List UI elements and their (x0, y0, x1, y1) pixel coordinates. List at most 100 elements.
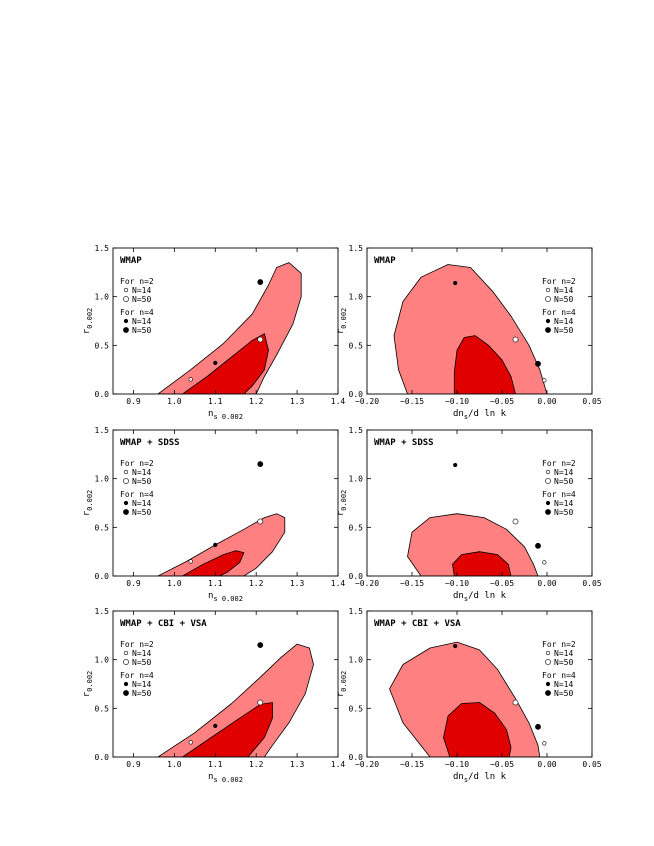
data-point (188, 377, 193, 382)
legend-group-title: For n=4 (542, 671, 576, 680)
x-tick-label: 1.2 (249, 760, 264, 769)
legend-group-title: For n=2 (542, 277, 576, 286)
y-tick-label: 1.0 (349, 475, 364, 484)
x-tick-label: 0.05 (582, 579, 601, 588)
legend-entry: N=14 (132, 649, 151, 658)
y-axis-label: r0.002 (336, 671, 348, 698)
x-tick-label: −0.05 (490, 579, 514, 588)
legend-marker (123, 500, 129, 506)
y-axis-label: r0.002 (82, 490, 94, 517)
x-tick-label: 0.00 (537, 397, 556, 406)
legend-entry: N=50 (554, 658, 573, 667)
plot-frame (366, 247, 593, 395)
x-tick-label: 1.1 (208, 760, 223, 769)
x-tick-label: 1.3 (290, 397, 305, 406)
panel-title: WMAP + CBI + VSA (120, 619, 207, 629)
legend-marker (545, 690, 551, 696)
x-axis-label-sub: s 0.002 (213, 413, 243, 421)
legend-entry: N=50 (554, 326, 573, 335)
legend-entry: N=14 (554, 468, 573, 477)
y-tick-label: 1.0 (349, 656, 364, 665)
data-point (257, 642, 264, 648)
x-axis-label-main: n (208, 591, 213, 601)
y-tick-label: 0.0 (95, 390, 110, 399)
x-tick-label: 1.0 (167, 579, 182, 588)
x-tick-label: 0.05 (582, 397, 601, 406)
legend-group-title: For n=2 (120, 459, 154, 468)
panel-title: WMAP + SDSS (374, 438, 434, 448)
panel-title: WMAP + SDSS (120, 438, 180, 448)
data-point (535, 723, 541, 730)
x-axis-label-sub: s (464, 776, 468, 784)
contour-inner (443, 702, 512, 757)
data-point (535, 360, 541, 367)
plot-frame (366, 429, 593, 577)
x-tick-label: 0.9 (126, 579, 141, 588)
y-axis-label: r0.002 (82, 671, 94, 698)
data-point (542, 560, 547, 565)
legend-entry: N=14 (132, 468, 151, 477)
legend-marker (123, 681, 129, 687)
y-axis-label: r0.002 (82, 308, 94, 335)
legend-entry: N=14 (554, 317, 573, 326)
legend-marker (545, 478, 551, 484)
x-axis-label: dns/d ln k (453, 409, 507, 421)
data-point (188, 740, 193, 745)
legend-entry: N=14 (554, 499, 573, 508)
panel-p1: 0.9 1.0 1.1 1.2 1.3 1.40.00.51.01.5ns 0.002r0… (82, 244, 345, 421)
legend-marker (123, 659, 129, 665)
legend-entry: N=14 (132, 499, 151, 508)
x-tick-label: 1.4 (331, 397, 346, 406)
y-axis-label-sub: 0.002 (86, 490, 94, 511)
data-point (512, 336, 519, 343)
legend-group-title: For n=4 (542, 308, 576, 317)
legend-marker (123, 509, 129, 515)
contour-outer (407, 513, 539, 576)
data-point (512, 699, 519, 706)
legend-group-title: For n=4 (120, 308, 154, 317)
y-axis-label-main: r (336, 510, 346, 516)
legend-entry: N=50 (554, 689, 573, 698)
x-axis-label-sub: s 0.002 (213, 776, 243, 784)
panel-p3: 0.9 1.0 1.1 1.2 1.3 1.40.00.51.01.5ns 0.002r0… (82, 426, 345, 603)
y-axis-label-main: r (82, 691, 92, 697)
contour-inner (182, 550, 245, 576)
x-tick-label: −0.10 (445, 579, 469, 588)
legend-entry: N=50 (132, 658, 151, 667)
data-point (453, 462, 458, 468)
x-tick-label: 1.0 (167, 397, 182, 406)
data-point (213, 542, 218, 547)
legend-entry: N=14 (132, 680, 151, 689)
legend-marker (545, 327, 551, 333)
contour-inner (182, 702, 273, 757)
legend-entry: N=14 (132, 317, 151, 326)
x-tick-label: −0.10 (445, 397, 469, 406)
contour-outer (157, 643, 314, 757)
y-tick-label: 1.5 (349, 607, 364, 616)
legend-entry: N=50 (554, 295, 573, 304)
legend-marker (545, 469, 551, 475)
legend-marker (123, 690, 129, 696)
data-point (542, 741, 547, 746)
x-axis-label-tail: /d ln k (468, 591, 507, 601)
legend-marker (545, 509, 551, 515)
x-tick-label: −0.20 (355, 760, 379, 769)
legend-entry: N=14 (132, 286, 151, 295)
y-axis-label-sub: 0.002 (86, 308, 94, 329)
data-point (257, 518, 264, 525)
x-tick-label: 1.1 (208, 579, 223, 588)
y-axis-label-main: r (82, 328, 92, 334)
contour-inner (452, 551, 512, 576)
x-axis-label-main: dn (453, 591, 464, 601)
y-axis-label-sub: 0.002 (340, 490, 348, 511)
x-axis-label-tail: /d ln k (468, 409, 507, 419)
legend-entry: N=14 (554, 680, 573, 689)
data-point (257, 279, 264, 285)
legend-entry: N=14 (554, 649, 573, 658)
x-tick-label: 1.0 (167, 760, 182, 769)
x-tick-label: 1.4 (331, 760, 346, 769)
y-tick-label: 0.5 (349, 704, 364, 713)
